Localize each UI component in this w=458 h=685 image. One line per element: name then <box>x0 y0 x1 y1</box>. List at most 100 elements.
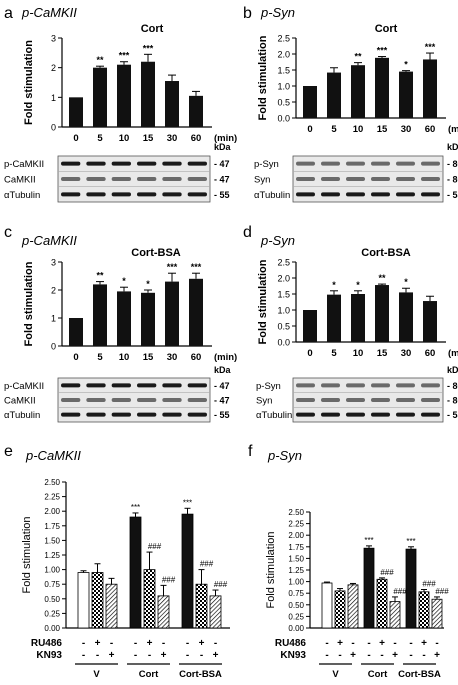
treatment-sign: - <box>422 650 425 661</box>
y-tick-label: 2 <box>51 286 56 296</box>
y-tick-label: 3 <box>51 34 56 44</box>
significance-label: * <box>146 279 150 289</box>
blot-frame <box>57 155 211 203</box>
y-axis-label: Fold stimulation <box>23 40 35 125</box>
blot-row-label: CaMKII <box>4 396 36 407</box>
blot-band <box>86 177 106 181</box>
blot-band <box>111 383 131 388</box>
blot-band <box>187 192 207 197</box>
blot-band <box>187 177 207 181</box>
treatment-sign: - <box>435 638 438 649</box>
bar <box>327 294 341 342</box>
blot-band <box>137 161 157 166</box>
blot-band <box>321 192 340 197</box>
bar <box>303 86 317 118</box>
blot-row-label: αTubulin <box>254 190 290 201</box>
group-label: Cort <box>139 669 159 680</box>
blot-band <box>396 398 415 402</box>
blot-band <box>162 412 182 417</box>
bar <box>141 292 155 346</box>
blot-band <box>346 398 365 402</box>
blot-kda-value: - 47 <box>214 381 230 391</box>
blot-band <box>296 398 315 402</box>
kda-label: kDa <box>447 365 458 375</box>
y-tick-label: 1.50 <box>288 554 304 563</box>
treatment-sign: - <box>82 638 85 649</box>
bar <box>303 310 317 342</box>
treatment-sign: + <box>379 638 385 649</box>
panel-letter-e: e <box>4 443 13 460</box>
x-unit-label: (min) <box>448 124 458 135</box>
y-axis-label: Fold stimulation <box>21 516 33 593</box>
y-tick-label: 1.00 <box>288 578 304 587</box>
blot-band <box>421 192 440 197</box>
blot-band <box>111 161 131 166</box>
x-tick-label: 5 <box>331 124 337 135</box>
treatment-sign: + <box>434 650 440 661</box>
y-axis-label: Fold stimulation <box>265 531 277 608</box>
y-axis-label: Fold stimulation <box>257 259 269 344</box>
blot-row-label: CaMKII <box>4 175 36 186</box>
treatment-label: KN93 <box>36 650 62 661</box>
y-tick-label: 2.5 <box>277 258 290 268</box>
treatment-sign: - <box>186 638 189 649</box>
treatment-sign: - <box>367 638 370 649</box>
panel-title-d: p-Syn <box>260 233 295 248</box>
x-tick-label: 30 <box>401 124 412 135</box>
blot-band <box>371 192 390 197</box>
blot-band <box>61 412 81 417</box>
group-label: V <box>332 669 339 680</box>
group-label: Cort <box>368 669 388 680</box>
x-tick-label: 30 <box>167 352 178 363</box>
panel-letter-c: c <box>4 224 12 241</box>
y-tick-label: 1.0 <box>277 82 290 92</box>
blot-band <box>137 192 157 197</box>
blot-band <box>86 412 106 417</box>
blot-band <box>162 398 182 402</box>
significance-label: ** <box>378 273 386 283</box>
blot-band <box>137 412 157 417</box>
treatment-sign: - <box>367 650 370 661</box>
blot-band <box>111 398 131 402</box>
y-tick-label: 1.5 <box>277 66 290 76</box>
bar <box>165 81 179 127</box>
significance-label: ### <box>200 560 214 569</box>
x-unit-label: (min) <box>448 348 458 359</box>
panel-letter-f: f <box>248 443 253 460</box>
blot-band <box>346 412 365 417</box>
treatment-sign: - <box>351 638 354 649</box>
chart-a: Cort 0 1 2 3 Fold stimulation 0 ** 5 *** 10 *** 15 30… <box>23 23 237 144</box>
significance-label: * <box>404 277 408 287</box>
blot-band <box>421 398 440 402</box>
blot-band <box>111 412 131 417</box>
treatment-sign: - <box>338 650 341 661</box>
blot-band <box>371 177 390 181</box>
significance-label: * <box>356 280 360 290</box>
group-label: Cort-BSA <box>398 669 441 680</box>
treatment-sign: + <box>161 650 167 661</box>
y-tick-label: 0.0 <box>277 338 290 348</box>
y-tick-label: 1.00 <box>44 566 60 575</box>
significance-label: ### <box>214 580 228 589</box>
significance-label: *** <box>183 498 192 507</box>
blot-band <box>61 398 81 402</box>
significance-label: *** <box>167 262 178 272</box>
y-tick-label: 1 <box>51 314 56 324</box>
blot-row-label: p-CaMKII <box>4 159 44 170</box>
y-tick-label: 1.25 <box>288 566 304 575</box>
y-tick-label: 3 <box>51 258 56 268</box>
blot-band <box>346 177 365 181</box>
significance-label: *** <box>406 537 415 546</box>
bar <box>327 72 341 118</box>
treatment-sign: - <box>409 650 412 661</box>
significance-label: *** <box>131 503 140 512</box>
significance-label: *** <box>143 43 154 53</box>
bar <box>189 278 203 346</box>
significance-label: ### <box>148 542 162 551</box>
blot-band <box>396 412 415 417</box>
blot-row-label: αTubulin <box>4 410 40 421</box>
x-tick-label: 15 <box>377 348 388 359</box>
blot-band <box>162 161 182 166</box>
bar <box>195 583 208 629</box>
bar <box>189 95 203 127</box>
